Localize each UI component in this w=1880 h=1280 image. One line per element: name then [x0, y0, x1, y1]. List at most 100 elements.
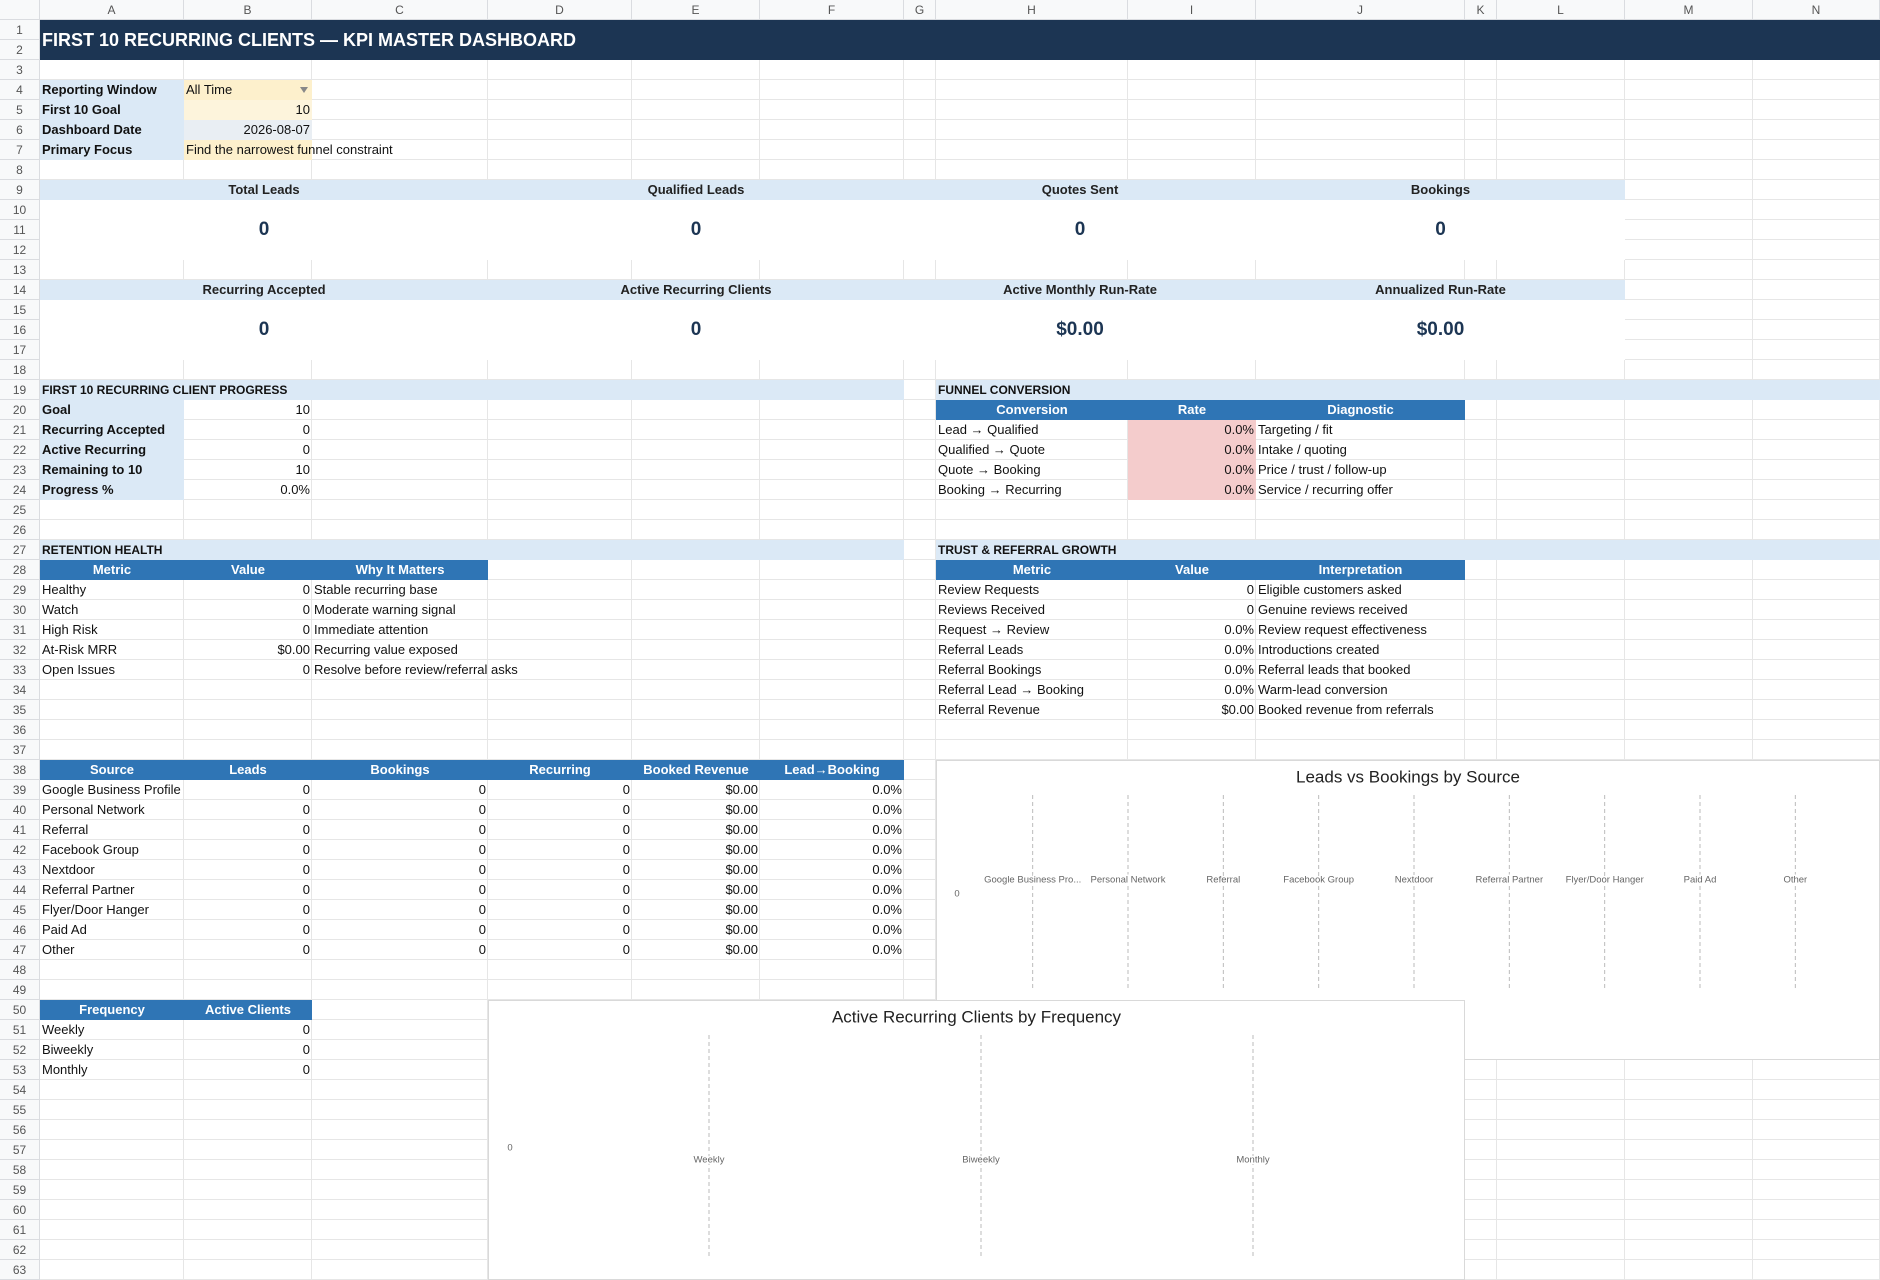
row-header[interactable]: 35 — [0, 700, 40, 720]
row-header[interactable]: 9 — [0, 180, 40, 200]
column-header[interactable]: C — [312, 0, 488, 20]
row-header[interactable]: 17 — [0, 340, 40, 360]
row-header[interactable]: 20 — [0, 400, 40, 420]
row-header[interactable]: 49 — [0, 980, 40, 1000]
row-header[interactable]: 50 — [0, 1000, 40, 1020]
row-header[interactable]: 37 — [0, 740, 40, 760]
row-header[interactable]: 62 — [0, 1240, 40, 1260]
row-header[interactable]: 56 — [0, 1120, 40, 1140]
kpi-value: 0 — [1435, 219, 1446, 240]
row-header[interactable]: 59 — [0, 1180, 40, 1200]
row-header[interactable]: 36 — [0, 720, 40, 740]
column-header[interactable]: N — [1753, 0, 1880, 20]
row-header[interactable]: 29 — [0, 580, 40, 600]
table-cell: Paid Ad — [42, 922, 87, 937]
row-header[interactable]: 44 — [0, 880, 40, 900]
row-header[interactable]: 41 — [0, 820, 40, 840]
row-header[interactable]: 54 — [0, 1080, 40, 1100]
row-header[interactable]: 45 — [0, 900, 40, 920]
row-header[interactable]: 40 — [0, 800, 40, 820]
row-header[interactable]: 22 — [0, 440, 40, 460]
row-header[interactable]: 61 — [0, 1220, 40, 1240]
row-header[interactable]: 63 — [0, 1260, 40, 1280]
table-cell: Booked revenue from referrals — [1258, 702, 1434, 717]
row-header[interactable]: 57 — [0, 1140, 40, 1160]
row-header[interactable]: 2 — [0, 40, 40, 60]
row-header[interactable]: 39 — [0, 780, 40, 800]
dropdown-arrow[interactable] — [300, 87, 308, 93]
column-header[interactable]: F — [760, 0, 904, 20]
row-header[interactable]: 33 — [0, 660, 40, 680]
row-header[interactable]: 53 — [0, 1060, 40, 1080]
row-header[interactable]: 43 — [0, 860, 40, 880]
row-header[interactable]: 15 — [0, 300, 40, 320]
row-header[interactable]: 6 — [0, 120, 40, 140]
row-header[interactable]: 58 — [0, 1160, 40, 1180]
row-header[interactable]: 31 — [0, 620, 40, 640]
grid-row-line — [40, 439, 1880, 440]
column-header[interactable]: M — [1625, 0, 1753, 20]
table-cell: $0.00 — [725, 842, 758, 857]
table-cell: 0 — [622, 802, 630, 817]
column-header[interactable]: J — [1256, 0, 1465, 20]
row-header[interactable]: 10 — [0, 200, 40, 220]
row-header[interactable]: 38 — [0, 760, 40, 780]
table-cell: Nextdoor — [42, 862, 95, 877]
row-header[interactable]: 34 — [0, 680, 40, 700]
row-header[interactable]: 46 — [0, 920, 40, 940]
column-header[interactable]: H — [936, 0, 1128, 20]
column-header[interactable]: K — [1465, 0, 1497, 20]
grid-column-line — [903, 20, 904, 1280]
row-header[interactable]: 7 — [0, 140, 40, 160]
row-header[interactable]: 24 — [0, 480, 40, 500]
row-header[interactable]: 42 — [0, 840, 40, 860]
row-header[interactable]: 12 — [0, 240, 40, 260]
row-header[interactable]: 18 — [0, 360, 40, 380]
row-header[interactable]: 26 — [0, 520, 40, 540]
row-header[interactable]: 48 — [0, 960, 40, 980]
x-tick-label: Referral Partner — [1476, 875, 1544, 886]
grid-row-line — [40, 99, 1880, 100]
row-header[interactable]: 19 — [0, 380, 40, 400]
setting-value[interactable]: All Time — [184, 80, 312, 100]
table-header: Value — [184, 560, 312, 580]
row-header[interactable]: 16 — [0, 320, 40, 340]
row-header[interactable]: 21 — [0, 420, 40, 440]
grid-row-line — [40, 759, 1880, 760]
row-header[interactable]: 5 — [0, 100, 40, 120]
row-header[interactable]: 27 — [0, 540, 40, 560]
table-header: Value — [1128, 560, 1256, 580]
column-header[interactable]: G — [904, 0, 936, 20]
row-header[interactable]: 28 — [0, 560, 40, 580]
column-header[interactable]: E — [632, 0, 760, 20]
table-cell: 0.0% — [1224, 662, 1254, 677]
row-header[interactable]: 55 — [0, 1100, 40, 1120]
dashboard-title: FIRST 10 RECURRING CLIENTS — KPI MASTER … — [40, 20, 1880, 60]
row-header[interactable]: 13 — [0, 260, 40, 280]
row-header[interactable]: 8 — [0, 160, 40, 180]
row-header[interactable]: 32 — [0, 640, 40, 660]
table-cell: 0 — [622, 862, 630, 877]
table-header: Rate — [1128, 400, 1256, 420]
row-header[interactable]: 3 — [0, 60, 40, 80]
row-header[interactable]: 30 — [0, 600, 40, 620]
column-header[interactable]: A — [40, 0, 184, 20]
row-header[interactable]: 51 — [0, 1020, 40, 1040]
column-header[interactable]: B — [184, 0, 312, 20]
row-header[interactable]: 11 — [0, 220, 40, 240]
row-header[interactable]: 25 — [0, 500, 40, 520]
table-cell: Referral — [42, 822, 89, 837]
table-cell: $0.00 — [725, 802, 758, 817]
table-cell: 0.0% — [872, 782, 902, 797]
row-header[interactable]: 47 — [0, 940, 40, 960]
row-header[interactable]: 23 — [0, 460, 40, 480]
row-header[interactable]: 4 — [0, 80, 40, 100]
row-header[interactable]: 52 — [0, 1040, 40, 1060]
row-header[interactable]: 60 — [0, 1200, 40, 1220]
row-header[interactable]: 1 — [0, 20, 40, 40]
column-header[interactable]: I — [1128, 0, 1256, 20]
column-header[interactable]: L — [1497, 0, 1625, 20]
grid-row-line — [40, 639, 1880, 640]
row-header[interactable]: 14 — [0, 280, 40, 300]
column-header[interactable]: D — [488, 0, 632, 20]
